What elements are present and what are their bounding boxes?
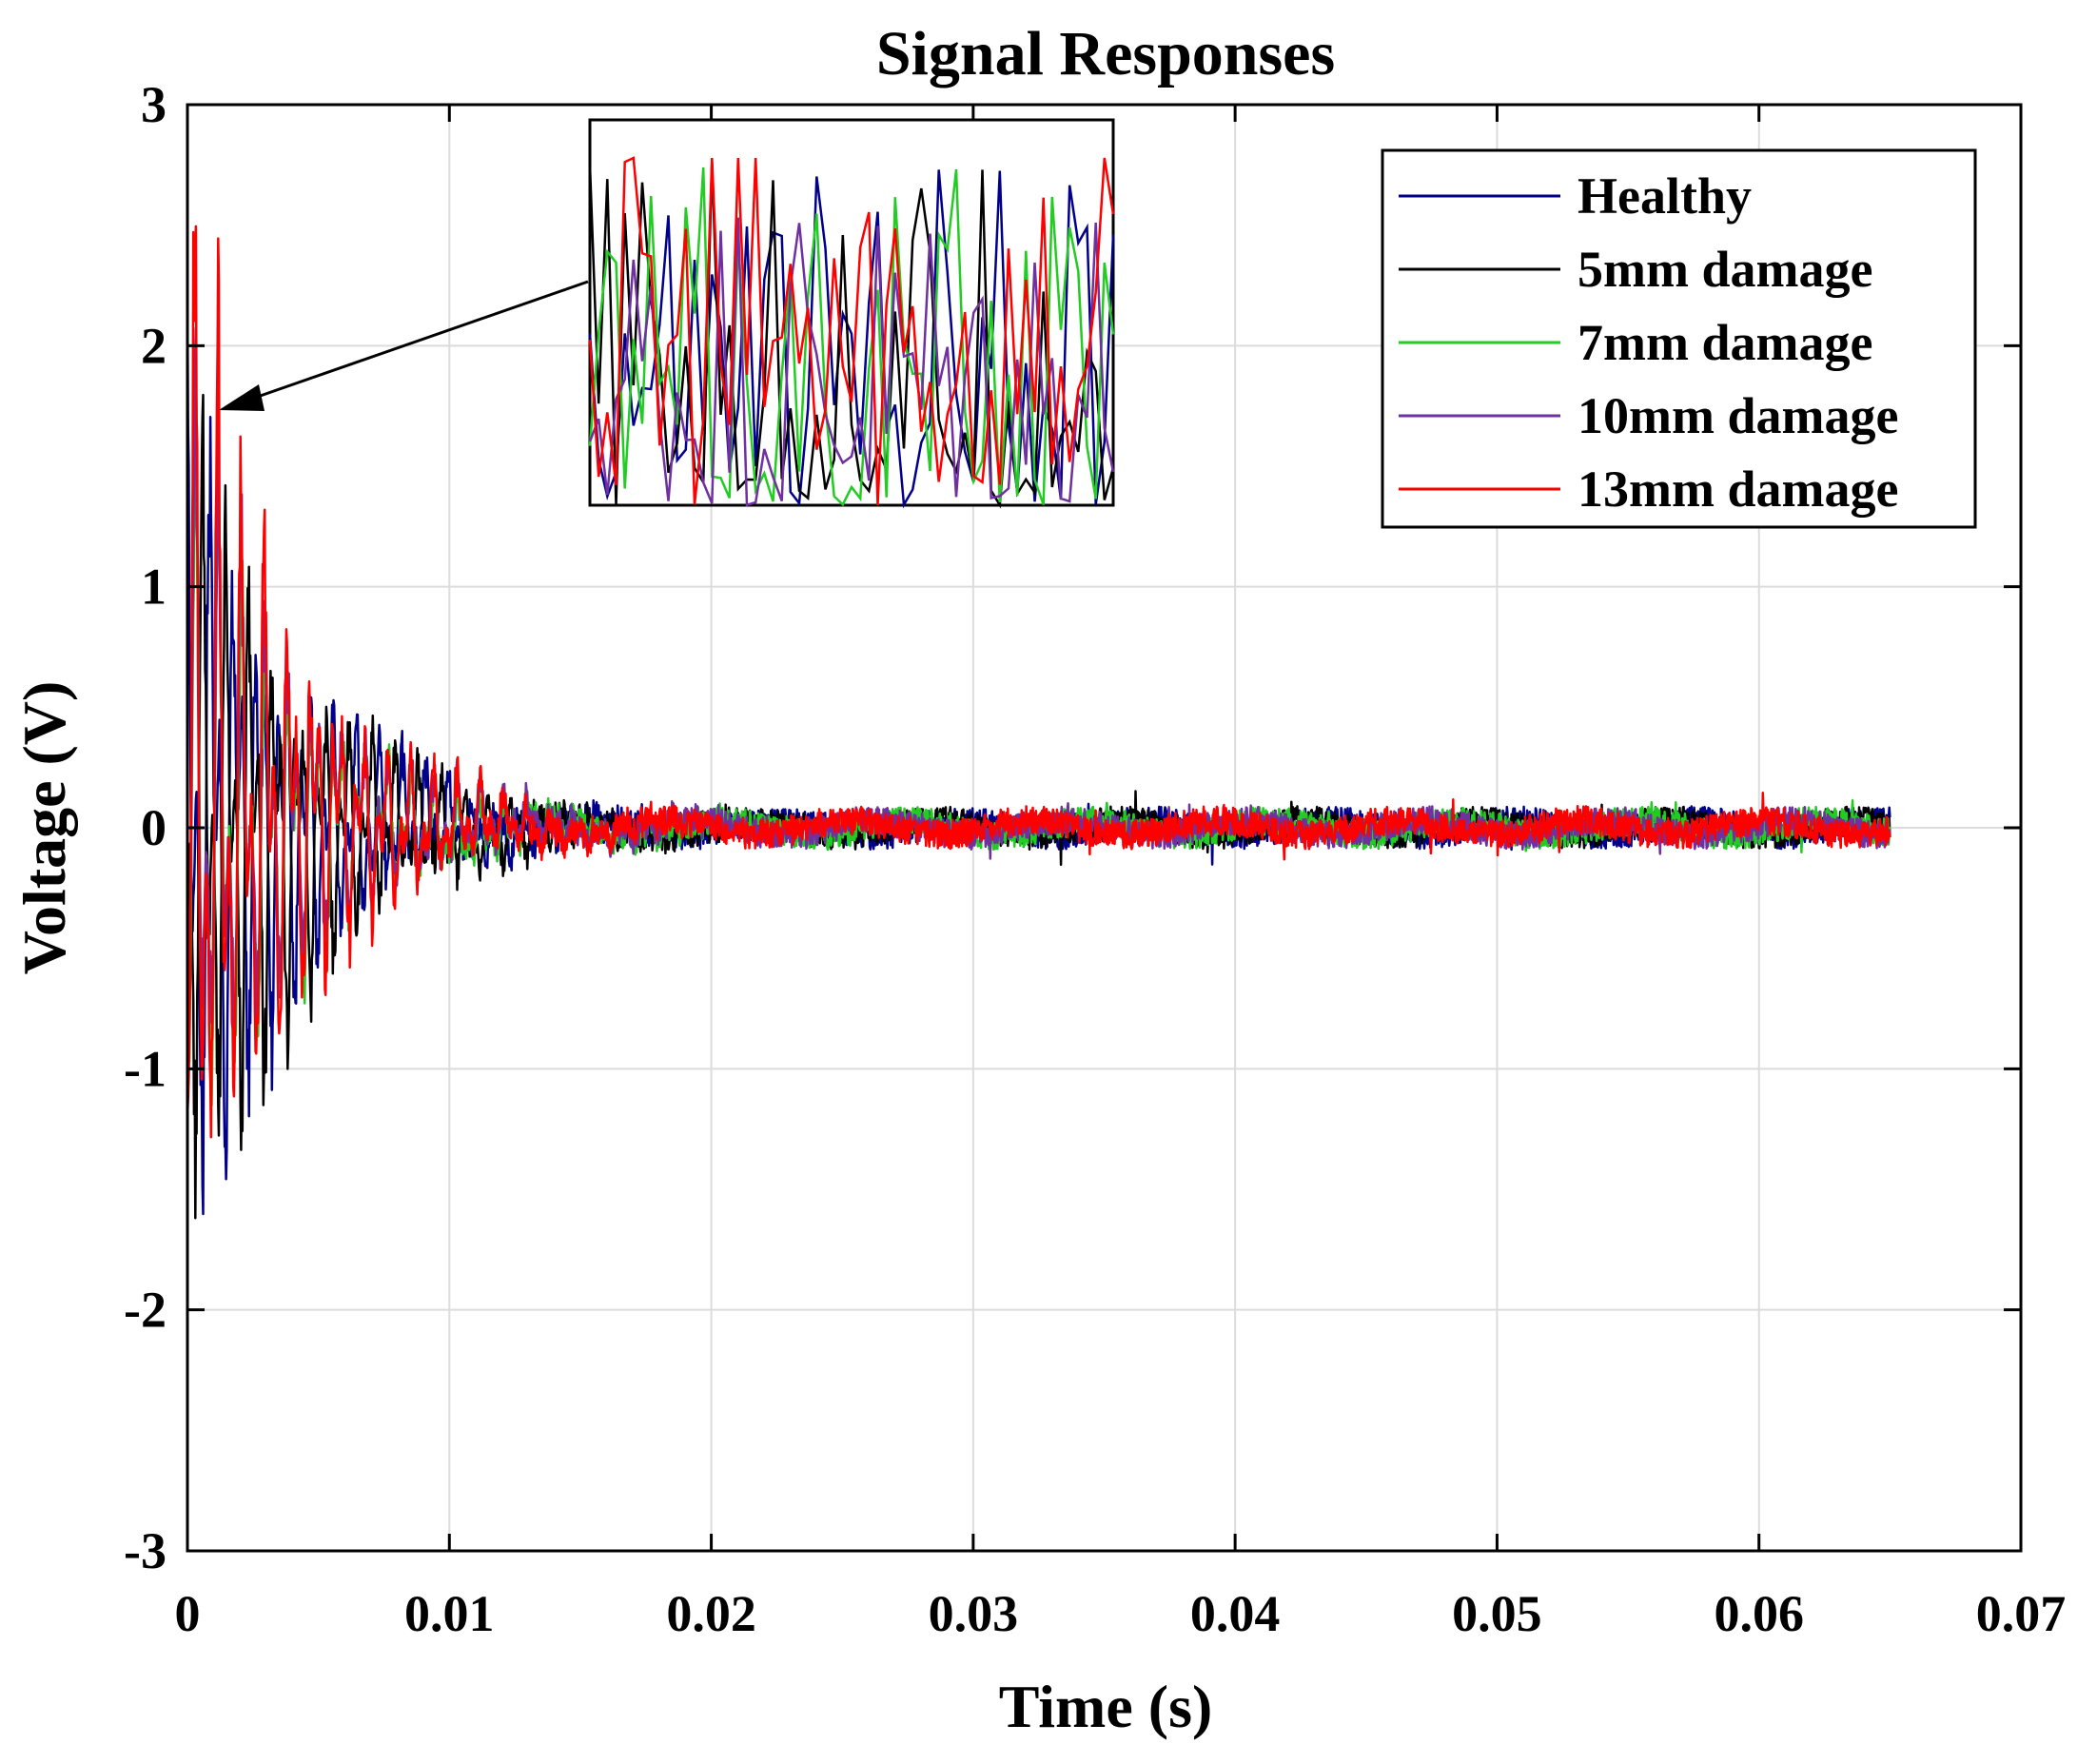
x-tick-label: 0.01 [404, 1585, 495, 1642]
legend-box [1381, 148, 1977, 529]
inset-arrow [219, 280, 589, 411]
y-tick-label: 0 [141, 799, 167, 856]
x-tick-label: 0 [175, 1585, 201, 1642]
legend-label-4: 13mm damage [1578, 461, 1898, 518]
x-tick-label: 0.07 [1976, 1585, 2067, 1642]
legend-label-1: 5mm damage [1578, 241, 1872, 298]
x-axis-ticks: 0 0.01 0.02 0.03 0.04 0.05 0.06 0.07 [175, 105, 2067, 1642]
x-tick-label: 0.03 [929, 1585, 1019, 1642]
x-axis-label: Time (s) [999, 1673, 1213, 1740]
y-tick-label: 2 [141, 317, 167, 374]
inset-series-line-2 [588, 167, 1115, 507]
x-tick-label: 0.04 [1190, 1585, 1281, 1642]
x-tick-label: 0.02 [666, 1585, 756, 1642]
inset-series-line-4 [588, 156, 1115, 505]
y-tick-label: 1 [141, 559, 167, 616]
y-axis-label: Voltage (V) [10, 681, 78, 975]
y-tick-label: 3 [141, 76, 167, 133]
chart-title: Signal Responses [876, 19, 1335, 88]
y-tick-label: -2 [124, 1282, 167, 1339]
legend: Healthy 5mm damage 7mm damage 10mm damage 13… [1381, 148, 1977, 529]
legend-label-3: 10mm damage [1578, 387, 1898, 444]
x-tick-label: 0.05 [1452, 1585, 1542, 1642]
x-tick-label: 0.06 [1714, 1585, 1804, 1642]
inset-series-line-1 [588, 162, 1115, 509]
legend-label-0: Healthy [1578, 167, 1752, 225]
inset-series-line-0 [588, 169, 1115, 509]
series-line-4 [186, 225, 1891, 1139]
series-layer [186, 225, 1891, 1220]
y-tick-label: -1 [124, 1040, 167, 1097]
inset-series-line-3 [588, 217, 1115, 507]
inset-frame [588, 118, 1115, 507]
inset-lines [588, 156, 1115, 509]
zoom-inset [588, 118, 1115, 509]
y-axis-ticks: -3 -2 -1 0 1 2 3 [124, 76, 2021, 1579]
legend-label-2: 7mm damage [1578, 314, 1872, 371]
y-tick-label: -3 [124, 1522, 167, 1579]
